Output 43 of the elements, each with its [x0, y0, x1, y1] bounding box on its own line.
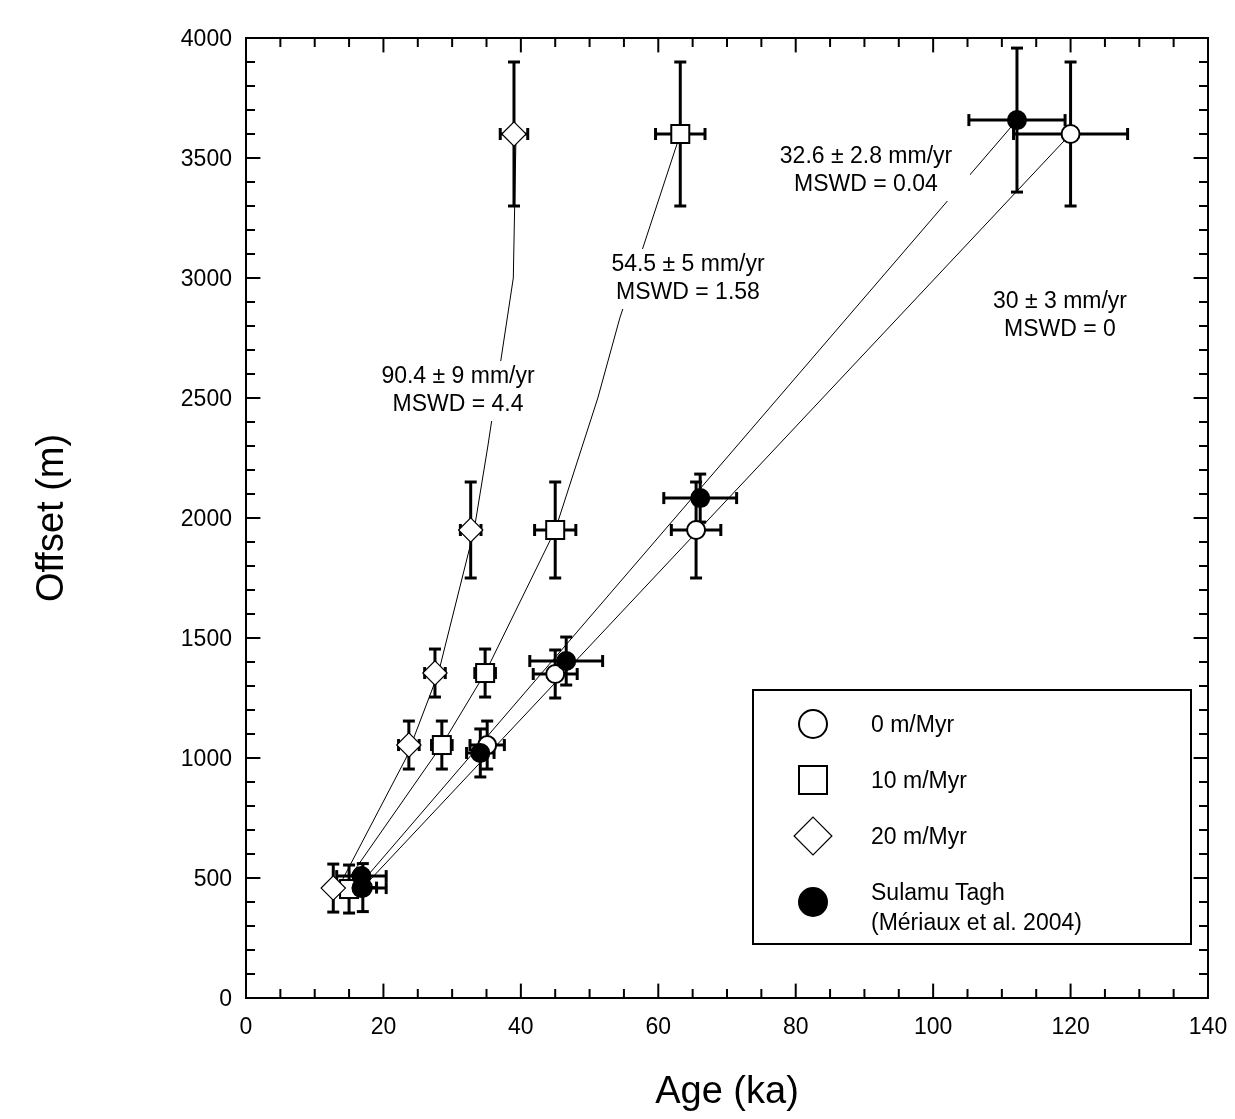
x-tick-label: 20	[370, 1013, 397, 1039]
annotation: 32.6 ± 2.8 mm/yr MSWD = 0.04	[779, 142, 953, 196]
point	[1060, 124, 1081, 144]
annotation: 54.5 ± 5 mm/yr MSWD = 1.58	[611, 250, 765, 304]
point	[320, 875, 347, 901]
annotation: 90.4 ± 9 mm/yr MSWD = 4.4	[381, 362, 535, 416]
point	[1006, 110, 1027, 131]
legend-label: 10 m/Myr	[871, 767, 968, 793]
y-axis-title: Offset (m)	[29, 433, 71, 603]
x-tick-label: 120	[1051, 1013, 1090, 1039]
x-tick-label: 80	[782, 1013, 809, 1039]
point	[475, 663, 496, 684]
legend-label: Sulamu Tagh (Mériaux et al. 2004)	[871, 879, 1082, 935]
y-tick-label: 1500	[180, 625, 232, 651]
point	[690, 488, 711, 509]
y-tick-label: 2000	[180, 505, 232, 531]
y-tick-label: 0	[219, 985, 232, 1011]
point	[422, 660, 448, 686]
annotation: 30 ± 3 mm/yr MSWD = 0	[992, 287, 1128, 341]
point	[501, 121, 527, 147]
point	[431, 735, 452, 756]
y-tick-label: 500	[193, 865, 232, 891]
x-axis-title: Age (ka)	[655, 1069, 799, 1111]
point	[457, 517, 484, 543]
point	[545, 664, 566, 684]
y-tick-label: 4000	[180, 25, 232, 51]
legend-label: 0 m/Myr	[871, 711, 955, 737]
legend-label: 20 m/Myr	[871, 823, 968, 849]
x-tick-label: 100	[913, 1013, 953, 1039]
x-tick-label: 60	[645, 1013, 672, 1039]
point	[396, 732, 422, 758]
x-tick-label: 0	[239, 1013, 253, 1039]
x-tick-label: 140	[1188, 1013, 1228, 1039]
y-tick-label: 3000	[180, 265, 232, 291]
y-tick-label: 3500	[180, 145, 232, 171]
point	[545, 520, 566, 540]
point	[556, 651, 577, 672]
y-tick-label: 2500	[180, 385, 232, 411]
point	[686, 520, 707, 540]
point	[670, 124, 691, 144]
y-tick-label: 1000	[180, 745, 232, 771]
x-tick-label: 40	[508, 1013, 534, 1039]
point	[470, 742, 491, 763]
